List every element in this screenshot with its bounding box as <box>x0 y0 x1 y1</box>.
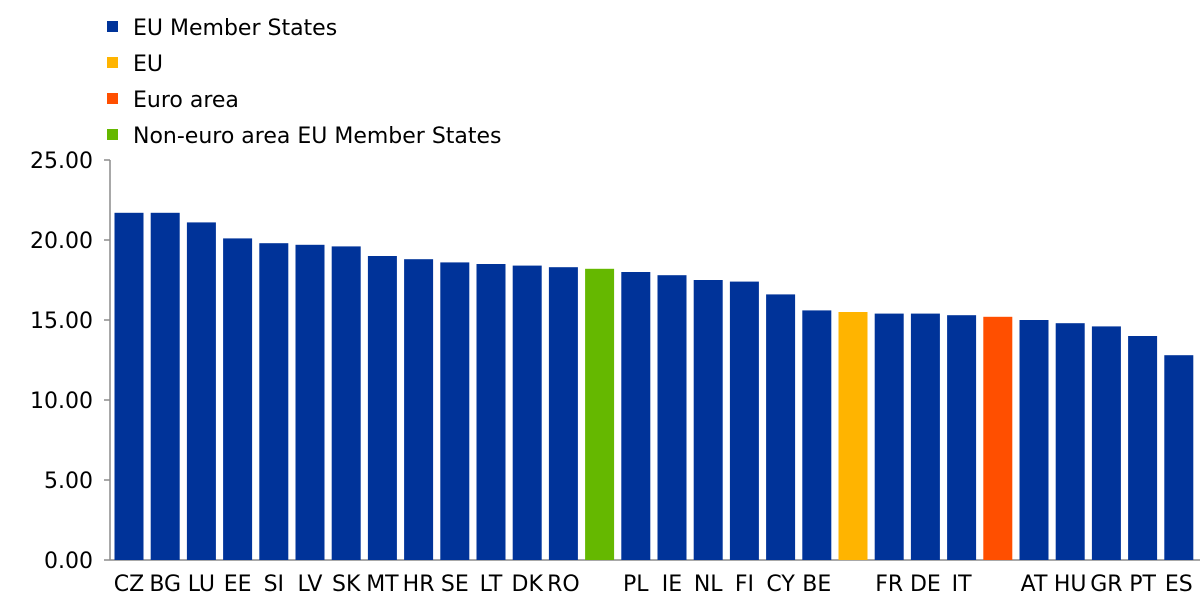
x-tick-label: RO <box>547 572 580 597</box>
bar-IE <box>657 275 687 560</box>
x-tick-label: BG <box>149 572 181 597</box>
x-tick-label: FI <box>735 572 754 597</box>
bar-IT <box>947 315 977 560</box>
x-tick-label: NL <box>694 572 723 597</box>
bar-HU <box>1055 323 1085 560</box>
legend-label-member: EU Member States <box>133 16 337 41</box>
legend: EU Member States EU Euro area Non-euro area… <box>107 16 502 149</box>
x-tick-label: CY <box>766 572 795 597</box>
bar-HR <box>404 259 434 560</box>
bar-SI <box>259 243 289 560</box>
x-tick-label: AT <box>1021 572 1048 597</box>
y-tick-label: 0.00 <box>44 549 93 574</box>
x-tick-label: MT <box>366 572 399 597</box>
bar-ES <box>1164 355 1194 560</box>
x-tick-label: SE <box>441 572 469 597</box>
x-tick-label: EE <box>224 572 252 597</box>
bar-NL <box>693 280 723 560</box>
bar-FI <box>729 281 759 560</box>
bar-PT <box>1128 336 1158 560</box>
bar-AT <box>1019 320 1049 560</box>
y-tick-label: 20.00 <box>30 229 93 254</box>
bar-DE <box>910 313 940 560</box>
x-tick-label: HU <box>1054 572 1087 597</box>
bar-EE <box>223 238 253 560</box>
x-tick-label: SK <box>332 572 361 597</box>
bar-euroArea <box>983 316 1013 560</box>
legend-label-nonEuro: Non-euro area EU Member States <box>133 124 502 149</box>
y-tick-label: 25.00 <box>30 149 93 174</box>
legend-swatch-nonEuro <box>107 129 118 140</box>
x-tick-label: LU <box>188 572 215 597</box>
legend-swatch-member <box>107 21 118 32</box>
x-tick-label: GR <box>1090 572 1122 597</box>
bar-BE <box>802 310 832 560</box>
x-axis-labels: CZ BG LU EE SI LV SK MT HR SE LT DK RO PL IE NL FI CY BE FR… <box>114 572 1193 597</box>
x-tick-label: PT <box>1129 572 1156 597</box>
bar-FR <box>874 313 904 560</box>
x-tick-label: CZ <box>114 572 144 597</box>
x-tick-label: PL <box>623 572 649 597</box>
bar-DK <box>512 265 542 560</box>
x-tick-label: LT <box>480 572 503 597</box>
y-axis: 0.00 5.00 10.00 15.00 20.00 25.00 <box>30 149 1200 574</box>
legend-swatch-eu <box>107 57 118 68</box>
bar-SE <box>440 262 470 560</box>
bars <box>114 212 1194 561</box>
bar-LT <box>476 264 506 560</box>
bar-BG <box>150 212 180 561</box>
y-tick-label: 10.00 <box>30 389 93 414</box>
bar-MT <box>367 256 397 560</box>
x-tick-label: IT <box>952 572 972 597</box>
x-tick-label: LV <box>298 572 323 597</box>
bar-LV <box>295 244 325 561</box>
bar-RO <box>548 267 578 560</box>
y-tick-label: 15.00 <box>30 309 93 334</box>
x-tick-label: ES <box>1165 572 1193 597</box>
legend-swatch-euroArea <box>107 93 118 104</box>
bar-CZ <box>114 212 144 561</box>
bar-PL <box>621 272 651 560</box>
bar-CY <box>766 294 796 560</box>
x-tick-label: DE <box>910 572 941 597</box>
bar-LU <box>186 222 216 560</box>
y-tick-label: 5.00 <box>44 469 93 494</box>
bar-SK <box>331 246 361 560</box>
x-tick-label: DK <box>512 572 544 597</box>
bar-GR <box>1091 326 1121 560</box>
x-tick-label: FR <box>875 572 903 597</box>
x-tick-label: BE <box>802 572 831 597</box>
x-tick-label: IE <box>662 572 682 597</box>
legend-label-eu: EU <box>133 52 163 77</box>
x-tick-label: SI <box>264 572 284 597</box>
x-tick-label: HR <box>403 572 435 597</box>
legend-label-euroArea: Euro area <box>133 88 239 113</box>
bar-nonEuro <box>585 268 615 560</box>
bar-eu <box>838 312 868 560</box>
